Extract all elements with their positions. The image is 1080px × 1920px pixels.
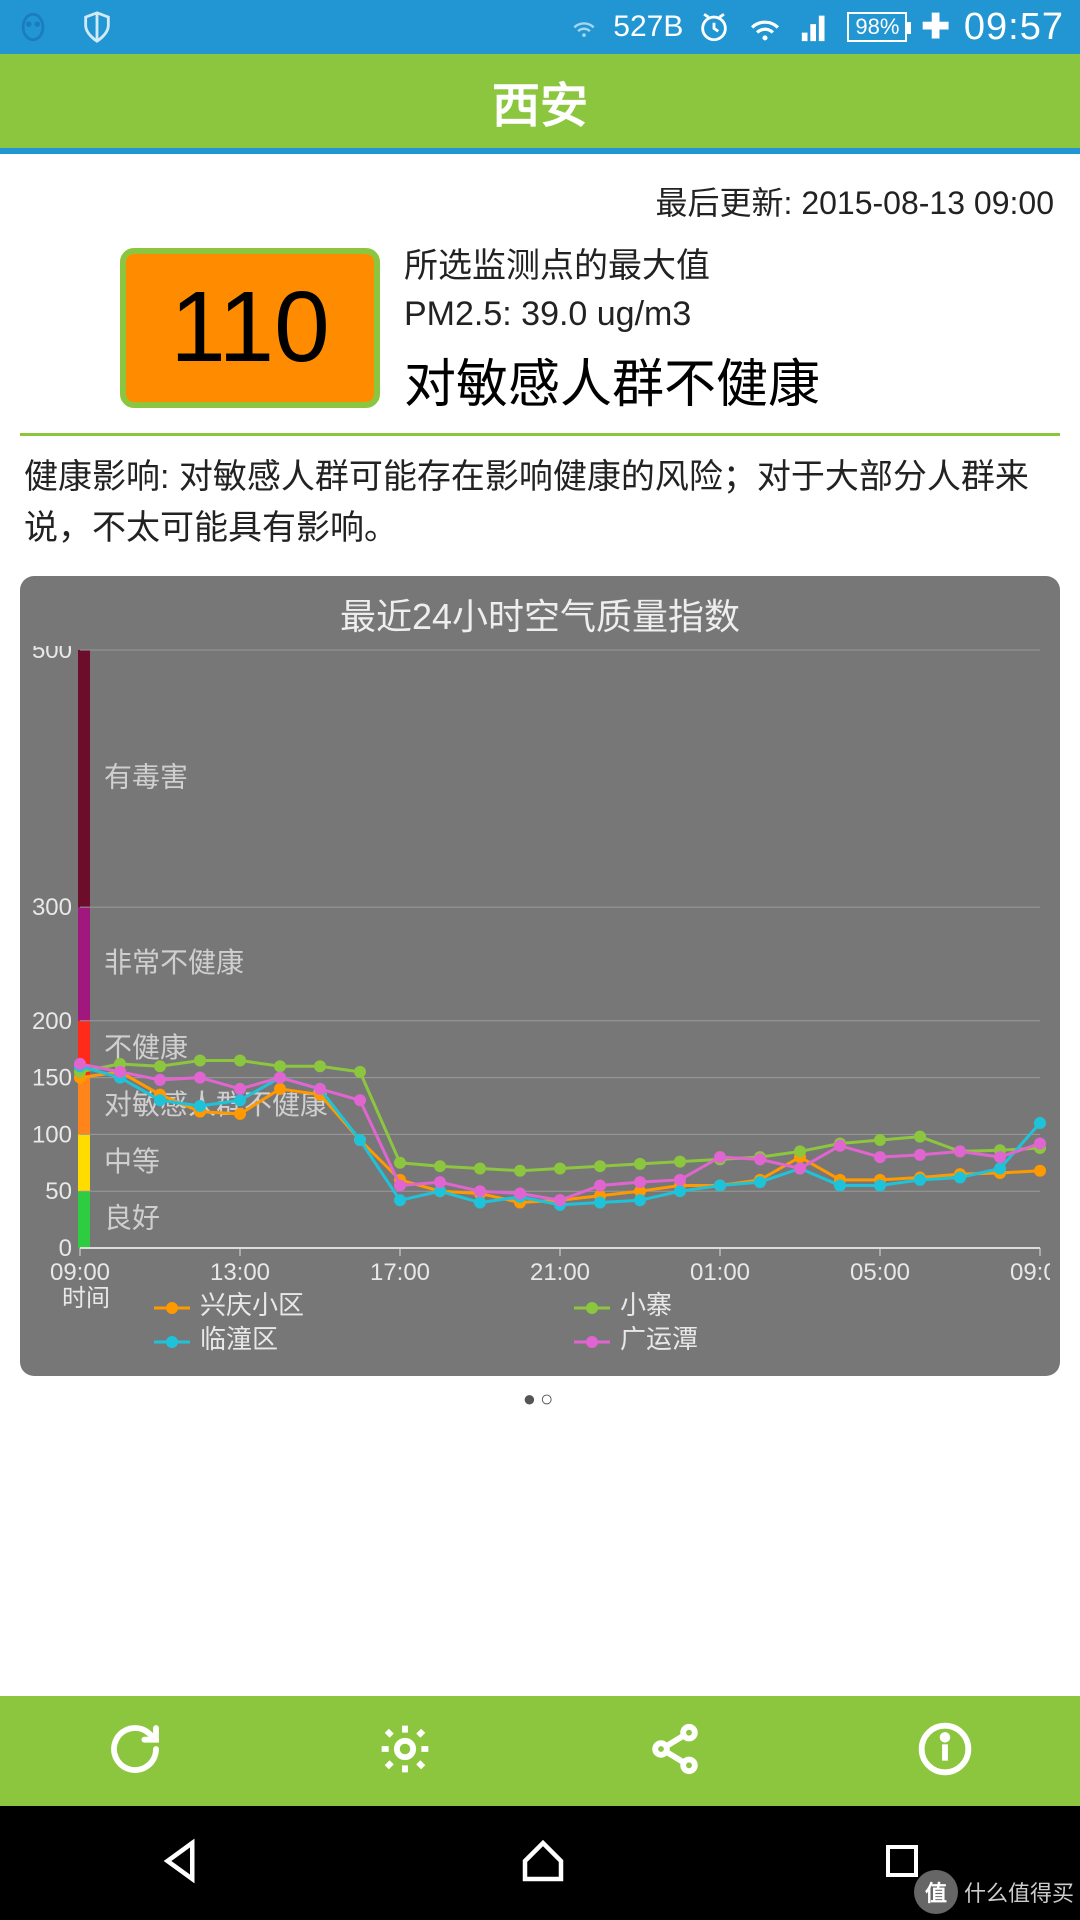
svg-text:时间: 时间 (62, 1285, 110, 1312)
svg-text:200: 200 (32, 1008, 72, 1035)
page-title: 西安 (492, 66, 588, 136)
share-icon (647, 1721, 703, 1777)
shield-icon (80, 10, 114, 44)
aqi-summary: 110 所选监测点的最大值 PM2.5: 39.0 ug/m3 对敏感人群不健康 (20, 234, 1060, 429)
aqi-badge: 110 (120, 248, 380, 408)
refresh-button[interactable] (107, 1721, 163, 1782)
clock: 09:57 (964, 6, 1064, 49)
info-icon (917, 1721, 973, 1777)
net-speed: 527B (613, 10, 683, 44)
alarm-icon (697, 10, 731, 44)
svg-text:100: 100 (32, 1121, 72, 1148)
aqi-info-line1: 所选监测点的最大值 (404, 238, 1060, 287)
svg-text:01:00: 01:00 (690, 1259, 750, 1286)
wifi-small-icon (569, 12, 599, 42)
svg-text:17:00: 17:00 (370, 1259, 430, 1286)
svg-text:有毒害: 有毒害 (104, 762, 188, 793)
signal-icon (799, 10, 833, 44)
app-header: 西安 (0, 54, 1080, 154)
svg-text:非常不健康: 非常不健康 (104, 947, 244, 978)
svg-text:兴庆小区: 兴庆小区 (200, 1290, 304, 1320)
share-button[interactable] (647, 1721, 703, 1782)
svg-text:不健康: 不健康 (104, 1032, 188, 1063)
aqi-info-line3: 对敏感人群不健康 (404, 342, 1060, 417)
svg-text:21:00: 21:00 (530, 1259, 590, 1286)
svg-text:广运潭: 广运潭 (620, 1324, 698, 1354)
svg-text:0: 0 (59, 1235, 72, 1262)
watermark: 值 什么值得买 (914, 1870, 1074, 1914)
svg-text:09:00: 09:00 (50, 1259, 110, 1286)
settings-button[interactable] (377, 1721, 433, 1782)
watermark-badge: 值 (914, 1870, 958, 1914)
chart-card[interactable]: 最近24小时空气质量指数 良好中等对敏感人群不健康不健康非常不健康有毒害0501… (20, 576, 1060, 1376)
watermark-text: 什么值得买 (964, 1876, 1074, 1908)
wifi-icon (745, 7, 785, 47)
nav-back-button[interactable] (154, 1834, 208, 1893)
aqi-value: 110 (170, 270, 329, 385)
battery-text: 98% (855, 14, 899, 40)
svg-text:150: 150 (32, 1065, 72, 1092)
android-status-bar: 527B 98% ✚ 09:57 (0, 0, 1080, 54)
health-impact-text: 健康影响: 对敏感人群可能存在影响健康的风险；对于大部分人群来说，不太可能具有影… (20, 446, 1060, 570)
svg-text:13:00: 13:00 (210, 1259, 270, 1286)
battery-plus-icon: ✚ (921, 7, 950, 47)
refresh-icon (107, 1721, 163, 1777)
svg-text:中等: 中等 (104, 1146, 160, 1177)
bottom-action-bar (0, 1696, 1080, 1806)
divider (20, 433, 1060, 436)
chart-title: 最近24小时空气质量指数 (30, 588, 1050, 640)
svg-text:临潼区: 临潼区 (200, 1324, 278, 1354)
nav-home-button[interactable] (516, 1834, 570, 1893)
info-button[interactable] (917, 1721, 973, 1782)
back-triangle-icon (154, 1834, 208, 1888)
svg-text:05:00: 05:00 (850, 1259, 910, 1286)
last-update-label: 最后更新: 2015-08-13 09:00 (20, 154, 1060, 234)
aqi-24h-chart: 良好中等对敏感人群不健康不健康非常不健康有毒害05010015020030050… (30, 646, 1050, 1366)
svg-text:300: 300 (32, 894, 72, 921)
svg-text:09:00: 09:00 (1010, 1259, 1050, 1286)
home-icon (516, 1834, 570, 1888)
svg-text:50: 50 (45, 1178, 72, 1205)
page-indicator[interactable]: ●○ (20, 1376, 1060, 1422)
gear-icon (377, 1721, 433, 1777)
qq-icon (16, 10, 50, 44)
svg-text:良好: 良好 (104, 1203, 160, 1234)
battery-indicator: 98% (847, 12, 907, 42)
aqi-info-line2: PM2.5: 39.0 ug/m3 (404, 295, 1060, 334)
svg-text:500: 500 (32, 646, 72, 664)
svg-text:小寨: 小寨 (620, 1290, 672, 1320)
